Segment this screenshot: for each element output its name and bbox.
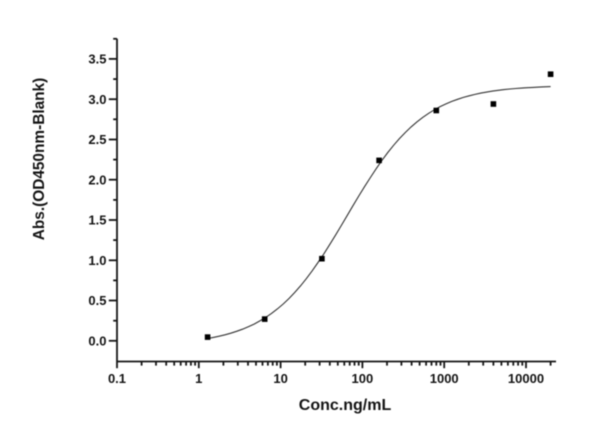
svg-text:1000: 1000 [430,371,459,386]
svg-text:1.0: 1.0 [88,253,106,268]
svg-text:10000: 10000 [508,371,544,386]
svg-text:3.5: 3.5 [88,52,106,67]
svg-text:Abs.(OD450nm-Blank): Abs.(OD450nm-Blank) [31,78,48,241]
svg-text:2.5: 2.5 [88,132,106,147]
svg-text:10: 10 [273,371,287,386]
svg-text:0.0: 0.0 [88,333,106,348]
svg-text:0.5: 0.5 [88,293,106,308]
svg-text:Conc.ng/mL: Conc.ng/mL [299,397,392,414]
svg-text:2.0: 2.0 [88,172,106,187]
svg-text:0.1: 0.1 [108,371,126,386]
svg-text:3.0: 3.0 [88,92,106,107]
svg-text:1.5: 1.5 [88,213,106,228]
svg-text:100: 100 [352,371,374,386]
svg-text:1: 1 [195,371,202,386]
